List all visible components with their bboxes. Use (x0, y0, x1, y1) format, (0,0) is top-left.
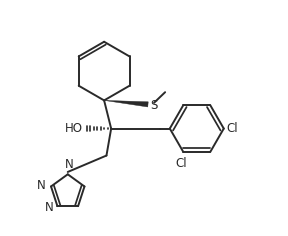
Text: HO: HO (65, 122, 83, 135)
Text: S: S (150, 99, 157, 112)
Polygon shape (104, 100, 148, 107)
Text: N: N (65, 159, 73, 172)
Text: Cl: Cl (227, 122, 238, 135)
Text: N: N (37, 179, 46, 192)
Text: N: N (44, 201, 53, 214)
Text: Cl: Cl (175, 157, 187, 170)
